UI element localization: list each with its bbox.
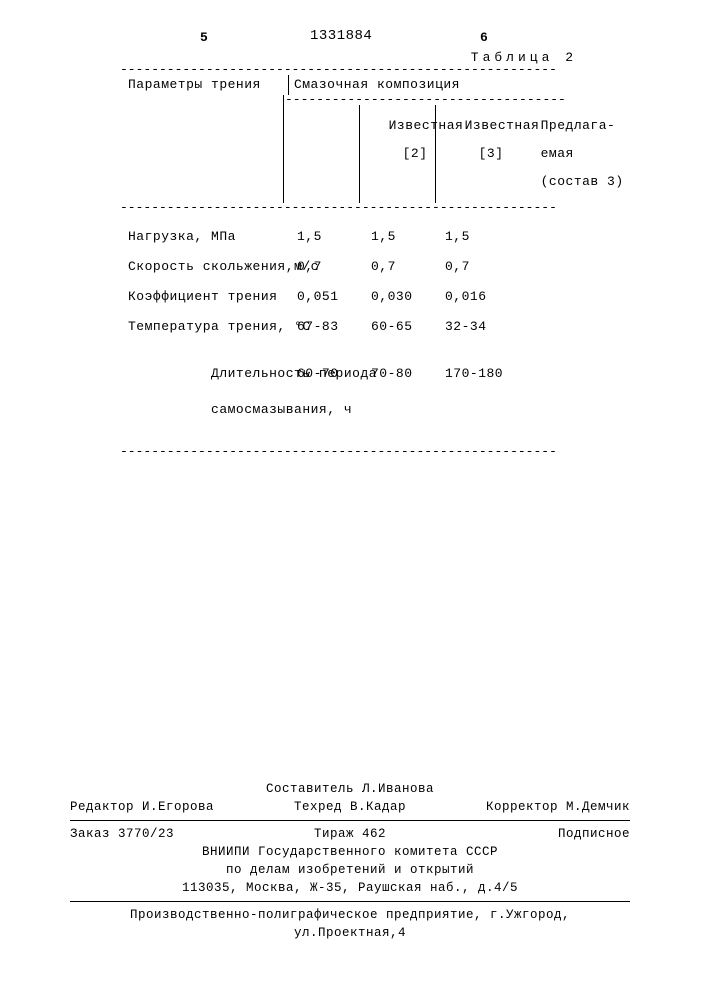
table-subheader-row: ------------------------------------ Изв… bbox=[120, 95, 580, 203]
row-label: Нагрузка, МПа bbox=[120, 227, 293, 247]
table-rule: ----------------------------------------… bbox=[120, 447, 580, 457]
table-header-row: Параметры трения Смазочная композиция bbox=[120, 75, 580, 95]
table-rule: ------------------------------------ bbox=[285, 95, 580, 105]
group-header: Смазочная композиция bbox=[290, 75, 580, 95]
cell: 32-34 bbox=[441, 317, 535, 337]
cell: 1,5 bbox=[293, 227, 367, 247]
cell: 0,7 bbox=[293, 257, 367, 277]
address-line: 113035, Москва, Ж-35, Раушская наб., д.4… bbox=[70, 879, 630, 897]
cell: 1,5 bbox=[367, 227, 441, 247]
order-row: Заказ 3770/23 Тираж 462 Подписное bbox=[70, 825, 630, 843]
table-rule: ----------------------------------------… bbox=[120, 203, 580, 213]
cell: 0,7 bbox=[441, 257, 535, 277]
table-rule: ----------------------------------------… bbox=[120, 65, 580, 75]
param-header: Параметры трения bbox=[120, 75, 288, 95]
corrector-name: Корректор М.Демчик bbox=[443, 798, 630, 816]
subheader-col3: Предлага- емая (состав 3) bbox=[437, 105, 531, 203]
techred-name: Техред В.Кадар bbox=[257, 798, 444, 816]
footer-rule bbox=[70, 820, 630, 821]
column-number-left: 5 bbox=[200, 30, 208, 45]
table-row: Нагрузка, МПа 1,5 1,5 1,5 bbox=[120, 227, 580, 247]
cell: 1,5 bbox=[441, 227, 535, 247]
subheader-col2: Известная [3] bbox=[361, 105, 435, 203]
row-label: Скорость скольжения,м/с bbox=[120, 257, 293, 277]
column-number-right: 6 bbox=[480, 30, 488, 45]
cell: 67-83 bbox=[293, 317, 367, 337]
cell: 60-70 bbox=[293, 347, 367, 437]
row-label: Коэффициент трения bbox=[120, 287, 293, 307]
table-row: Коэффициент трения 0,051 0,030 0,016 bbox=[120, 287, 580, 307]
table-row: Длительность периода самосмазывания, ч 6… bbox=[120, 347, 580, 437]
table-caption: Таблица 2 bbox=[471, 50, 577, 65]
subscription: Подписное bbox=[443, 825, 630, 843]
data-table: ----------------------------------------… bbox=[120, 65, 580, 457]
tirazh: Тираж 462 bbox=[257, 825, 444, 843]
cell: 0,051 bbox=[293, 287, 367, 307]
footer-rule bbox=[70, 901, 630, 902]
cell: 0,030 bbox=[367, 287, 441, 307]
compiler-line: Составитель Л.Иванова bbox=[70, 780, 630, 798]
org-line-2: по делам изобретений и открытий bbox=[70, 861, 630, 879]
org-line-1: ВНИИПИ Государственного комитета СССР bbox=[70, 843, 630, 861]
cell: 70-80 bbox=[367, 347, 441, 437]
table-body: Нагрузка, МПа 1,5 1,5 1,5 Скорость сколь… bbox=[120, 227, 580, 437]
order-number: Заказ 3770/23 bbox=[70, 825, 257, 843]
cell: 0,7 bbox=[367, 257, 441, 277]
editor-name: Редактор И.Егорова bbox=[70, 798, 257, 816]
imprint-footer: Составитель Л.Иванова Редактор И.Егорова… bbox=[70, 780, 630, 942]
document-number: 1331884 bbox=[310, 28, 372, 44]
row-label: Длительность периода самосмазывания, ч bbox=[120, 347, 293, 437]
table-row: Температура трения, °С 67-83 60-65 32-34 bbox=[120, 317, 580, 337]
cell: 0,016 bbox=[441, 287, 535, 307]
row-label: Температура трения, °С bbox=[120, 317, 293, 337]
table-row: Скорость скольжения,м/с 0,7 0,7 0,7 bbox=[120, 257, 580, 277]
credits-row: Редактор И.Егорова Техред В.Кадар Коррек… bbox=[70, 798, 630, 816]
subheader-col1: Известная [2] bbox=[285, 105, 359, 203]
cell: 170-180 bbox=[441, 347, 535, 437]
press-line: Производственно-полиграфическое предприя… bbox=[70, 906, 630, 942]
cell: 60-65 bbox=[367, 317, 441, 337]
